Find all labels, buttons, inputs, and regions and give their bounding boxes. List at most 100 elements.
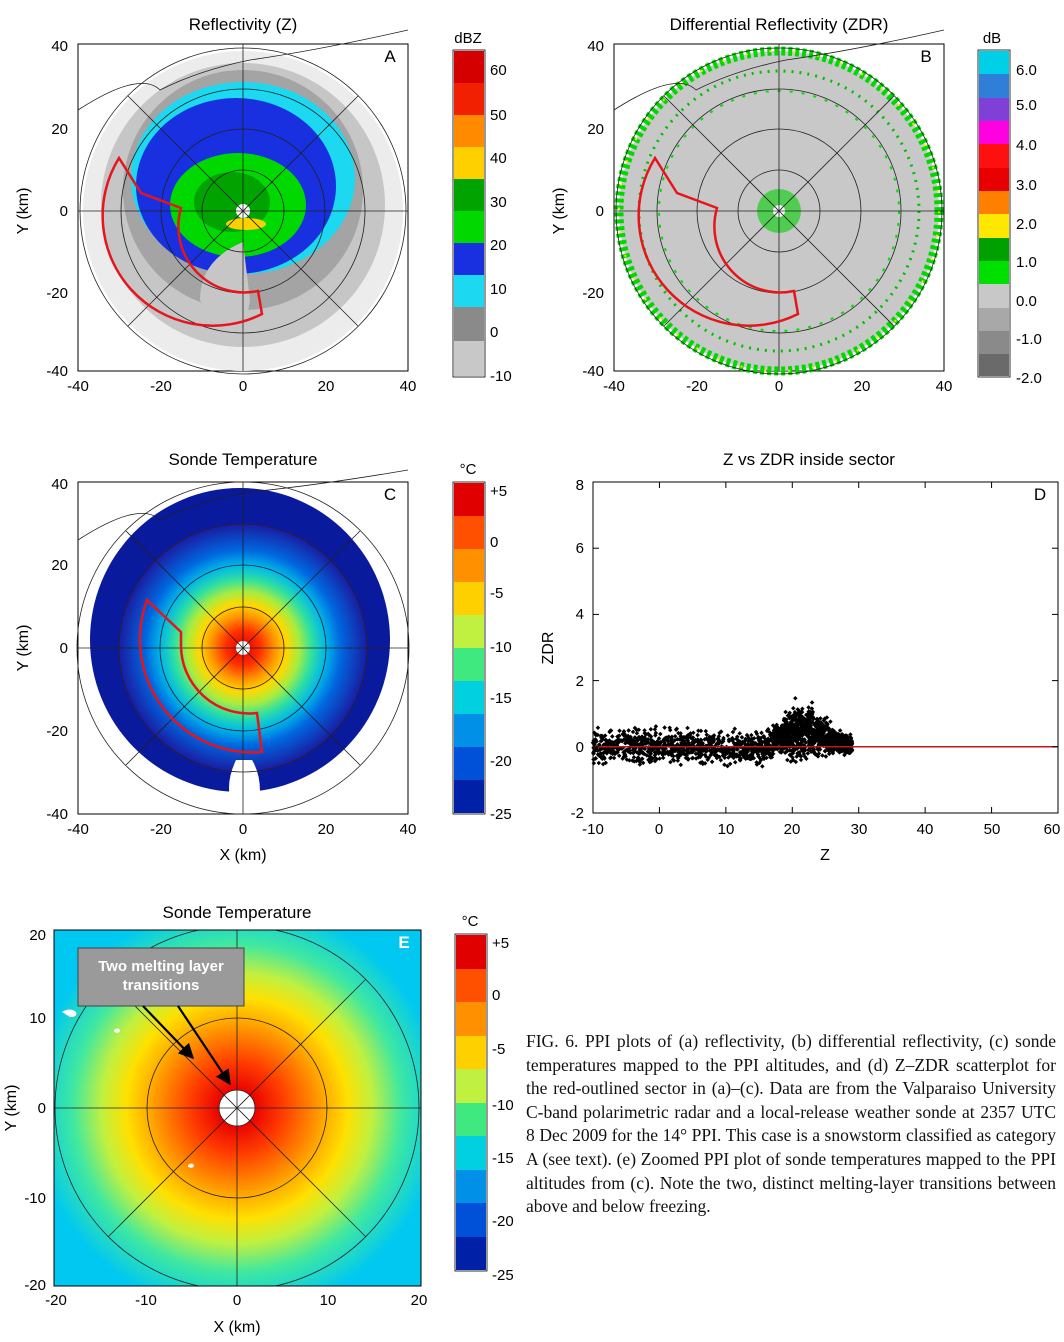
- x-tick: -40: [67, 821, 89, 838]
- scatter-point: [673, 747, 679, 753]
- y-tick: 40: [587, 38, 604, 55]
- panel-a-ylabel: Y (km): [15, 188, 32, 235]
- scatter-point: [814, 735, 819, 740]
- y-tick: 8: [576, 477, 584, 494]
- scatter-point: [765, 736, 771, 741]
- colorbar-label: 0: [492, 987, 500, 1004]
- panel-a-title: Reflectivity (Z): [189, 15, 298, 34]
- scatter-point: [805, 751, 811, 756]
- scatter-point: [727, 753, 733, 759]
- scatter-point: [834, 747, 840, 753]
- scatter-point: [666, 739, 671, 744]
- x-tick: 40: [936, 378, 953, 395]
- scatter-point: [749, 732, 754, 738]
- panel-a-sector-outline: [101, 155, 264, 327]
- colorbar-label: -2.0: [1016, 370, 1042, 387]
- scatter-point: [731, 755, 736, 761]
- x-tick: -20: [686, 378, 708, 395]
- scatter-point: [788, 752, 793, 758]
- scatter-point: [642, 746, 648, 752]
- scatter-point: [800, 706, 805, 712]
- y-tick: 20: [29, 927, 46, 944]
- y-tick: -20: [46, 723, 68, 740]
- y-tick: 2: [576, 673, 584, 690]
- colorbar-label: -10: [492, 1097, 514, 1114]
- scatter-point: [817, 736, 823, 742]
- colorbar-label: -10: [490, 639, 512, 656]
- x-tick: 0: [775, 378, 783, 395]
- scatter-point: [660, 738, 666, 744]
- scatter-point: [648, 733, 653, 739]
- colorbar-a: dBZ 60 50 40 30 20 10 0 -10: [452, 30, 512, 385]
- panel-e-x-ticks: -20 -10 0 10 20: [45, 1292, 427, 1309]
- scatter-point: [774, 742, 780, 747]
- panel-b-y-ticks: -40 -20 0 20 40: [582, 38, 604, 380]
- scatter-point: [750, 748, 755, 754]
- y-tick: 4: [576, 606, 584, 623]
- scatter-point: [690, 755, 696, 761]
- scatter-point: [669, 734, 675, 740]
- colorbar-label: 0.0: [1016, 293, 1037, 310]
- scatter-point: [798, 737, 803, 742]
- scatter-point: [771, 741, 776, 747]
- colorbar-label: +5: [490, 483, 507, 500]
- scatter-point: [658, 731, 663, 737]
- scatter-point: [807, 711, 813, 717]
- panel-c-y-ticks: -40 -20 0 20 40: [46, 476, 68, 823]
- scatter-point: [798, 727, 803, 732]
- scatter-point: [723, 750, 729, 755]
- scatter-point: [812, 739, 818, 745]
- colorbar-label: 3.0: [1016, 177, 1037, 194]
- scatter-point: [787, 730, 792, 735]
- colorbar-label: -25: [490, 806, 512, 823]
- panel-b-label: B: [920, 47, 931, 66]
- scatter-point: [830, 738, 836, 744]
- colorbar-label: 4.0: [1016, 137, 1037, 154]
- y-tick: -20: [46, 285, 68, 302]
- scatter-point: [740, 739, 745, 745]
- scatter-point: [730, 748, 736, 754]
- y-tick: 20: [587, 121, 604, 138]
- temp-gap: [229, 760, 260, 810]
- scatter-point: [709, 759, 715, 765]
- x-tick: 40: [400, 821, 417, 838]
- scatter-point: [800, 747, 806, 753]
- x-tick: -10: [135, 1292, 157, 1309]
- panel-e-title: Sonde Temperature: [162, 903, 311, 922]
- x-tick: 0: [239, 378, 247, 395]
- scatter-point: [652, 758, 658, 764]
- x-tick: -40: [603, 378, 625, 395]
- y-tick: 0: [60, 640, 68, 657]
- scatter-point: [826, 751, 832, 757]
- scatter-point: [786, 712, 791, 718]
- scatter-point: [751, 736, 757, 741]
- scatter-point: [793, 718, 798, 723]
- colorbar-label: 1.0: [1016, 254, 1037, 271]
- scatter-point: [672, 733, 678, 739]
- scatter-point: [737, 739, 743, 745]
- x-tick: 40: [917, 821, 934, 838]
- colorbar-label: 30: [490, 194, 507, 211]
- scatter-point: [806, 705, 811, 710]
- scatter-point: [704, 732, 710, 738]
- scatter-point: [783, 717, 789, 722]
- panel-c: Sonde Temperature C -40 -20 0 20 40 -40 …: [15, 450, 416, 864]
- x-tick: -20: [45, 1292, 67, 1309]
- panel-c-range-rings: [76, 469, 410, 815]
- scatter-point: [624, 747, 629, 753]
- colorbar-label: 0: [490, 324, 498, 341]
- scatter-point: [698, 728, 704, 734]
- scatter-point: [701, 748, 707, 754]
- x-tick: 10: [718, 821, 735, 838]
- y-tick: -10: [24, 1190, 46, 1207]
- x-tick: 10: [320, 1292, 337, 1309]
- scatter-point: [616, 733, 622, 738]
- scatter-point: [822, 724, 827, 729]
- scatter-point: [742, 755, 747, 760]
- y-tick: -20: [582, 285, 604, 302]
- x-tick: 60: [1044, 821, 1061, 838]
- scatter-point: [705, 757, 710, 763]
- scatter-point: [692, 739, 697, 745]
- scatter-point: [671, 758, 677, 763]
- panel-b-x-ticks: -40 -20 0 20 40: [603, 378, 952, 395]
